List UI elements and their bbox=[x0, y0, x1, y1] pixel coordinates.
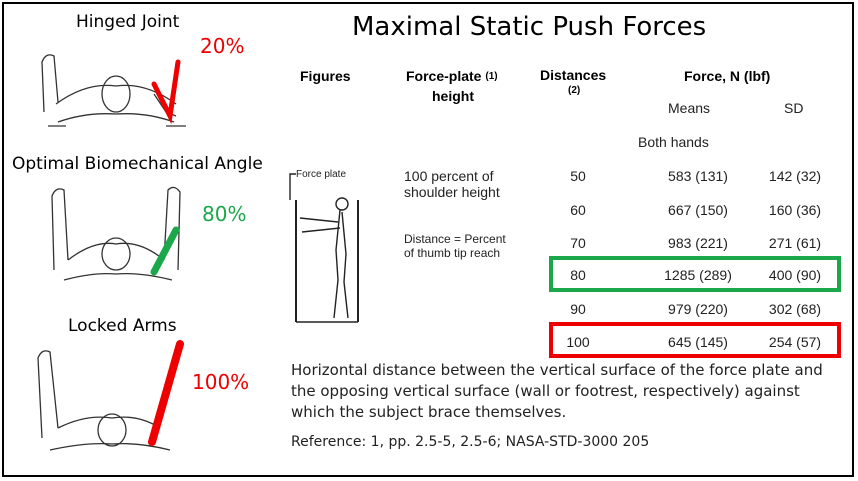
hinged-joint-figure bbox=[41, 54, 186, 127]
plate-height-text: 100 percent of shoulder height bbox=[404, 168, 500, 200]
row-sd: 142 (32) bbox=[768, 168, 822, 184]
header-distances-note: (2) bbox=[568, 85, 581, 96]
posture-percent-hinged: 20% bbox=[200, 34, 245, 58]
header-force: Force, N (lbf) bbox=[684, 68, 771, 84]
row-sd: 271 (61) bbox=[768, 235, 822, 251]
posture-percent-optimal: 80% bbox=[202, 202, 247, 226]
header-both-hands: Both hands bbox=[638, 134, 709, 150]
row-distance: 60 bbox=[570, 202, 586, 218]
posture-label-locked: Locked Arms bbox=[68, 316, 177, 336]
row-mean: 983 (221) bbox=[668, 235, 728, 251]
posture-label-optimal: Optimal Biomechanical Angle bbox=[12, 154, 263, 174]
posture-percent-locked: 100% bbox=[192, 370, 250, 394]
row-distance: 100 bbox=[566, 334, 590, 350]
header-sd: SD bbox=[784, 100, 804, 116]
row-mean: 1285 (289) bbox=[664, 267, 732, 283]
row-distance: 80 bbox=[570, 267, 586, 283]
header-plate-line1: Force-plate (1) bbox=[406, 68, 498, 84]
posture-label-hinged: Hinged Joint bbox=[76, 12, 180, 32]
reference-text: Reference: 1, pp. 2.5-5, 2.5-6; NASA-STD… bbox=[291, 434, 650, 450]
locked-highlight-box bbox=[549, 322, 841, 358]
row-sd: 302 (68) bbox=[768, 301, 822, 317]
slide-title: Maximal Static Push Forces bbox=[352, 12, 707, 42]
header-means: Means bbox=[668, 100, 711, 116]
header-plate-line2: height bbox=[432, 88, 474, 104]
row-distance: 50 bbox=[570, 168, 586, 184]
row-sd: 160 (36) bbox=[768, 202, 822, 218]
row-sd: 254 (57) bbox=[768, 334, 822, 350]
optimal-highlight-box bbox=[549, 256, 841, 292]
row-distance: 90 bbox=[570, 301, 586, 317]
distance-description: Distance = Percent of thumb tip reach bbox=[404, 232, 506, 260]
header-distances: Distances bbox=[540, 67, 607, 83]
row-mean: 667 (150) bbox=[668, 202, 728, 218]
force-plate-figure bbox=[289, 173, 359, 323]
locked-arms-figure bbox=[37, 340, 184, 451]
footnote-text: Horizontal distance between the vertical… bbox=[291, 361, 823, 421]
header-figures: Figures bbox=[300, 68, 351, 84]
force-plate-label: Force plate bbox=[296, 169, 347, 180]
row-mean: 979 (220) bbox=[668, 301, 728, 317]
row-mean: 583 (131) bbox=[668, 168, 728, 184]
row-distance: 70 bbox=[570, 235, 586, 251]
row-sd: 400 (90) bbox=[768, 267, 822, 283]
optimal-angle-figure bbox=[51, 186, 181, 281]
row-mean: 645 (145) bbox=[668, 334, 728, 350]
